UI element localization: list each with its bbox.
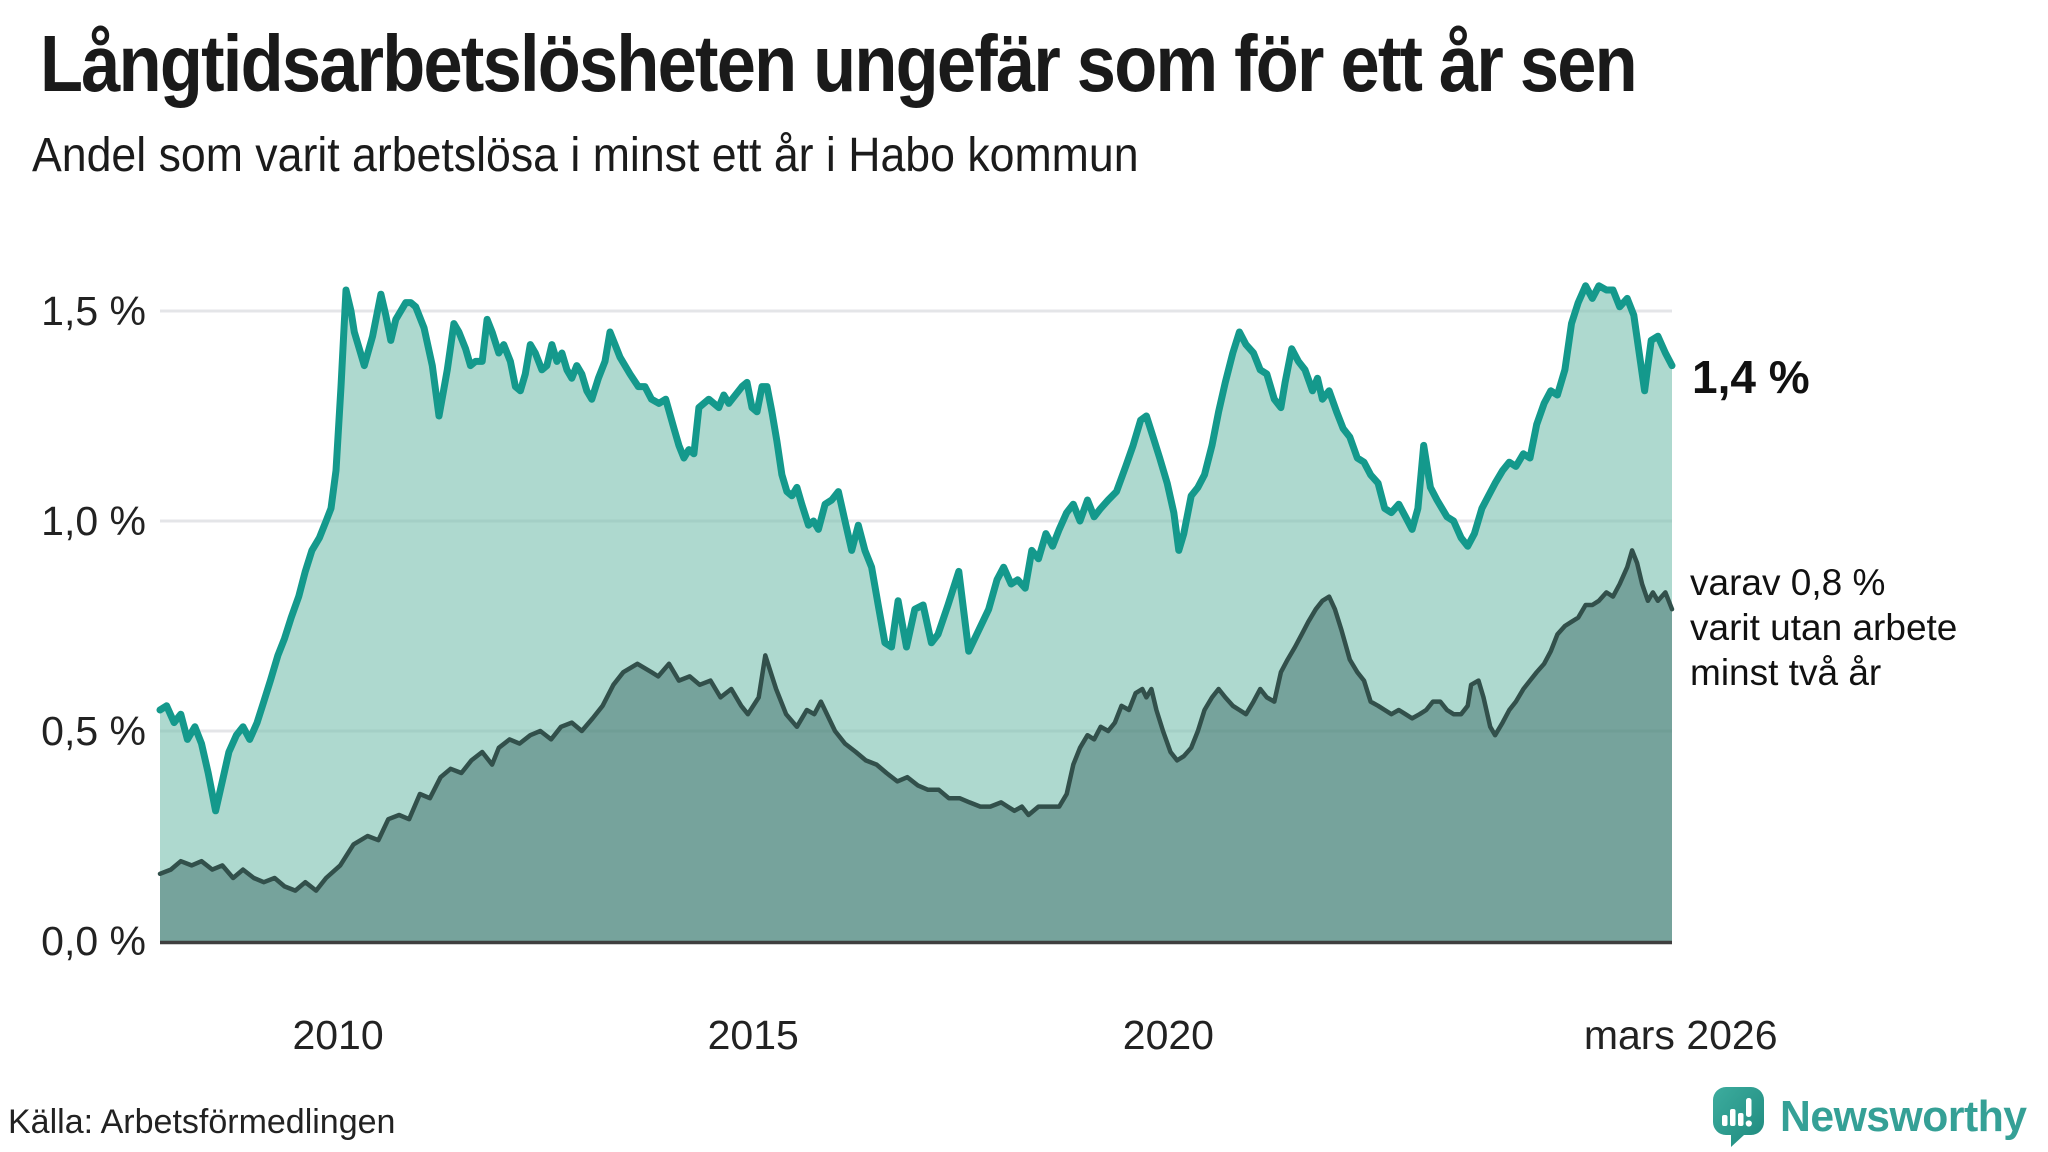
newsworthy-logo[interactable]: Newsworthy xyxy=(1710,1086,2034,1148)
latest-value-label: 1,4 % xyxy=(1692,351,1810,403)
y-tick-label: 0,0 % xyxy=(41,918,146,964)
chart-subtitle: Andel som varit arbetslösa i minst ett å… xyxy=(32,129,1139,182)
y-tick-label: 0,5 % xyxy=(41,708,146,754)
newsworthy-wordmark: Newsworthy xyxy=(1779,1092,2027,1141)
page-title: Långtidsarbetslösheten ungefär som för e… xyxy=(40,19,1638,108)
two-year-annotation: varav 0,8 % varit utan arbete minst två … xyxy=(1690,560,1957,695)
x-tick-label: 2010 xyxy=(292,1012,384,1058)
y-tick-label: 1,0 % xyxy=(41,498,146,544)
two-year-annotation-line: varav 0,8 % xyxy=(1690,562,1886,603)
two-year-annotation-line: varit utan arbete xyxy=(1690,607,1958,648)
two-year-annotation-line: minst två år xyxy=(1690,652,1882,693)
y-tick-label: 1,5 % xyxy=(41,288,146,334)
x-tick-label: 2020 xyxy=(1122,1012,1214,1058)
x-tick-label: 2015 xyxy=(707,1012,799,1058)
newsworthy-bubble-chart-icon xyxy=(1712,1087,1764,1147)
source-note: Källa: Arbetsförmedlingen xyxy=(8,1103,396,1141)
x-tick-label: mars 2026 xyxy=(1583,1012,1778,1058)
